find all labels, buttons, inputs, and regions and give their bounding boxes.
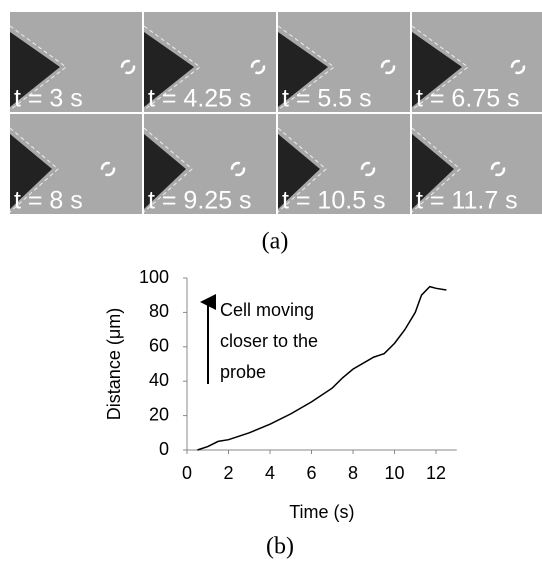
x-tick-label: 8 (348, 463, 358, 483)
x-tick-label: 10 (384, 463, 404, 483)
probe-outline (277, 127, 327, 213)
probe (10, 134, 52, 209)
y-tick-label: 80 (149, 301, 169, 321)
probe (278, 134, 320, 209)
probe (144, 134, 186, 209)
cell (380, 59, 396, 75)
cell (510, 59, 526, 75)
y-tick-label: 60 (149, 336, 169, 356)
annotation: closer to the (220, 331, 318, 351)
probe-outline (411, 25, 469, 111)
probe-outline (143, 127, 193, 213)
panel-label: (b) (266, 534, 294, 560)
frame-label: t = 6.75 s (416, 85, 520, 113)
probe (278, 32, 328, 107)
cell (100, 161, 116, 177)
y-tick-label: 40 (149, 370, 169, 390)
probe-outline (143, 25, 201, 111)
panel-label: (a) (262, 229, 289, 255)
frame-label: t = 10.5 s (282, 187, 386, 215)
frame-label: t = 8 s (14, 187, 83, 215)
y-tick-label: 20 (149, 404, 169, 424)
y-axis-label: Distance (μm) (104, 308, 124, 420)
annotation: Cell moving (220, 300, 314, 320)
probe-outline (9, 127, 59, 213)
x-tick-label: 12 (426, 463, 446, 483)
probe-outline (9, 25, 67, 111)
probe-outline (411, 127, 461, 213)
cell (490, 161, 506, 177)
frame-label: t = 5.5 s (282, 85, 372, 113)
probe-outline (277, 25, 335, 111)
y-tick-label: 100 (139, 267, 169, 287)
annotation: probe (220, 362, 266, 382)
x-axis-label: Time (s) (289, 502, 354, 522)
x-tick-label: 2 (223, 463, 233, 483)
data-line (197, 285, 447, 451)
probe (412, 32, 462, 107)
frame-label: t = 4.25 s (148, 85, 252, 113)
probe (10, 32, 60, 107)
cell (360, 161, 376, 177)
x-tick-label: 4 (265, 463, 275, 483)
cell (230, 161, 246, 177)
probe (144, 32, 194, 107)
y-tick-label: 0 (159, 439, 169, 459)
cell (250, 59, 266, 75)
cell (120, 59, 136, 75)
frame-label: t = 3 s (14, 85, 83, 113)
x-tick-label: 6 (306, 463, 316, 483)
probe (412, 134, 454, 209)
x-tick-label: 0 (182, 463, 192, 483)
frame-label: t = 9.25 s (148, 187, 252, 215)
frame-label: t = 11.7 s (416, 187, 518, 215)
